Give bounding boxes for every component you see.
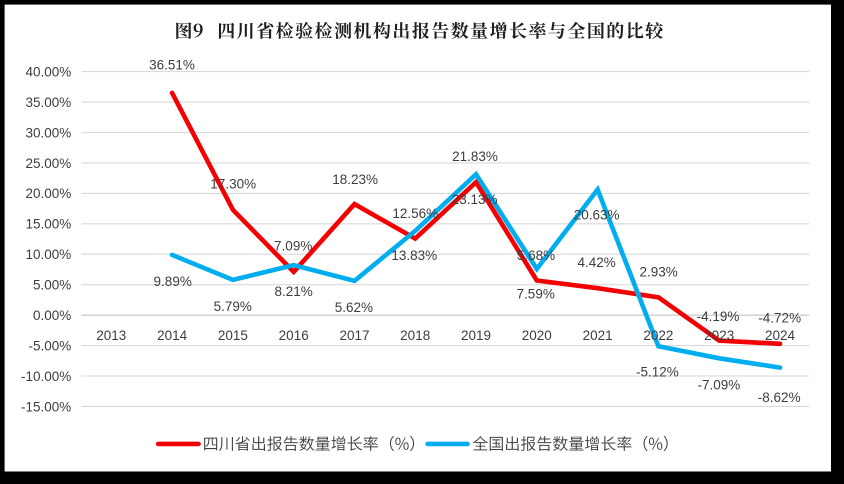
svg-text:36.51%: 36.51% <box>149 58 195 73</box>
svg-text:4.42%: 4.42% <box>577 255 615 270</box>
svg-text:-10.00%: -10.00% <box>21 369 71 384</box>
svg-text:2014: 2014 <box>157 328 188 343</box>
svg-text:20.63%: 20.63% <box>574 208 620 223</box>
svg-text:9.89%: 9.89% <box>154 274 192 289</box>
svg-text:-4.19%: -4.19% <box>697 309 740 324</box>
svg-text:2023: 2023 <box>704 328 734 343</box>
svg-text:-4.72%: -4.72% <box>758 311 801 326</box>
svg-text:15.00%: 15.00% <box>26 217 72 232</box>
svg-text:12.56%: 12.56% <box>392 206 438 221</box>
svg-text:-5.00%: -5.00% <box>29 338 72 353</box>
svg-text:2016: 2016 <box>279 328 309 343</box>
svg-text:20.00%: 20.00% <box>26 186 72 201</box>
svg-text:10.00%: 10.00% <box>26 247 72 262</box>
svg-text:5.79%: 5.79% <box>214 299 252 314</box>
svg-text:18.23%: 18.23% <box>332 172 378 187</box>
svg-text:-15.00%: -15.00% <box>21 399 71 414</box>
svg-text:8.21%: 8.21% <box>274 284 312 299</box>
svg-text:5.62%: 5.62% <box>335 300 373 315</box>
svg-text:2021: 2021 <box>583 328 613 343</box>
svg-text:2020: 2020 <box>522 328 552 343</box>
svg-text:25.00%: 25.00% <box>26 156 72 171</box>
svg-text:2022: 2022 <box>643 328 673 343</box>
svg-text:23.13%: 23.13% <box>452 192 498 207</box>
svg-text:35.00%: 35.00% <box>26 95 72 110</box>
svg-text:2019: 2019 <box>461 328 491 343</box>
svg-text:7.09%: 7.09% <box>274 239 312 254</box>
svg-text:2013: 2013 <box>96 328 126 343</box>
svg-text:5.68%: 5.68% <box>517 248 555 263</box>
svg-text:2024: 2024 <box>765 328 796 343</box>
svg-text:2018: 2018 <box>400 328 430 343</box>
svg-text:21.83%: 21.83% <box>452 149 498 164</box>
svg-text:0.00%: 0.00% <box>33 308 71 323</box>
svg-text:-7.09%: -7.09% <box>698 378 741 393</box>
svg-text:7.59%: 7.59% <box>517 287 555 302</box>
svg-text:2017: 2017 <box>339 328 369 343</box>
svg-text:2.93%: 2.93% <box>639 265 677 280</box>
svg-text:17.30%: 17.30% <box>210 176 256 191</box>
svg-text:-8.62%: -8.62% <box>758 390 801 405</box>
svg-text:40.00%: 40.00% <box>26 65 72 80</box>
svg-text:2015: 2015 <box>218 328 248 343</box>
svg-text:5.00%: 5.00% <box>33 278 71 293</box>
svg-text:-5.12%: -5.12% <box>636 364 679 379</box>
svg-text:13.83%: 13.83% <box>391 248 437 263</box>
svg-text:30.00%: 30.00% <box>26 125 72 140</box>
